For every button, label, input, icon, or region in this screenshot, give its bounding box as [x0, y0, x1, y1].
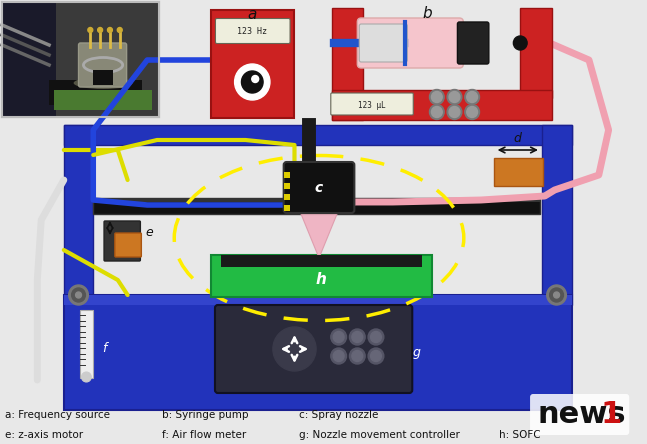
- Circle shape: [368, 329, 384, 345]
- Circle shape: [235, 64, 270, 100]
- Circle shape: [430, 90, 444, 104]
- Circle shape: [465, 104, 479, 119]
- Circle shape: [241, 71, 263, 93]
- Bar: [64, 295, 573, 410]
- Bar: [80, 310, 93, 378]
- Text: h: h: [316, 271, 327, 286]
- Bar: [211, 10, 294, 118]
- FancyBboxPatch shape: [331, 93, 413, 115]
- Bar: [283, 172, 290, 178]
- Text: h: SOFC: h: SOFC: [499, 430, 540, 440]
- Circle shape: [368, 348, 384, 364]
- Circle shape: [466, 91, 477, 103]
- Text: f: Air flow meter: f: Air flow meter: [162, 430, 247, 440]
- Circle shape: [82, 372, 91, 382]
- Text: news: news: [538, 400, 626, 429]
- Bar: [283, 194, 290, 200]
- Circle shape: [447, 104, 462, 119]
- Circle shape: [349, 348, 365, 364]
- Text: a: Frequency source: a: Frequency source: [5, 410, 110, 420]
- Polygon shape: [300, 210, 338, 258]
- Circle shape: [273, 327, 316, 371]
- Bar: [93, 70, 113, 85]
- Bar: [54, 90, 152, 110]
- Circle shape: [349, 329, 365, 345]
- Ellipse shape: [74, 77, 133, 89]
- Circle shape: [547, 285, 566, 305]
- Bar: [93, 198, 540, 202]
- FancyBboxPatch shape: [283, 162, 355, 213]
- Circle shape: [117, 28, 122, 32]
- FancyBboxPatch shape: [357, 18, 463, 68]
- Circle shape: [72, 288, 85, 302]
- Bar: [221, 255, 422, 267]
- Text: g: g: [412, 345, 420, 358]
- Bar: [494, 158, 543, 186]
- FancyBboxPatch shape: [104, 221, 140, 261]
- Bar: [332, 90, 552, 120]
- Bar: [283, 183, 290, 189]
- Text: 123 μL: 123 μL: [358, 100, 386, 110]
- Circle shape: [88, 28, 93, 32]
- Circle shape: [333, 332, 344, 342]
- Bar: [93, 198, 540, 214]
- Circle shape: [465, 90, 479, 104]
- Circle shape: [98, 28, 103, 32]
- Text: 1: 1: [601, 400, 622, 429]
- Text: b: Syringe pump: b: Syringe pump: [162, 410, 248, 420]
- Bar: [2, 2, 56, 117]
- Bar: [2, 2, 159, 117]
- Text: c: c: [315, 181, 323, 195]
- Circle shape: [430, 104, 444, 119]
- FancyBboxPatch shape: [215, 19, 290, 44]
- Bar: [64, 125, 573, 145]
- FancyBboxPatch shape: [115, 233, 141, 257]
- Circle shape: [449, 91, 460, 103]
- Circle shape: [447, 90, 462, 104]
- Text: b: b: [422, 6, 432, 21]
- Circle shape: [554, 292, 560, 298]
- Text: a: a: [248, 7, 257, 22]
- Circle shape: [550, 288, 564, 302]
- Circle shape: [449, 107, 460, 118]
- Circle shape: [352, 332, 363, 342]
- Circle shape: [331, 348, 347, 364]
- Circle shape: [352, 350, 363, 361]
- Circle shape: [432, 107, 442, 118]
- Circle shape: [371, 332, 381, 342]
- Bar: [520, 8, 552, 98]
- Bar: [2, 2, 159, 117]
- FancyBboxPatch shape: [457, 22, 489, 64]
- Text: d: d: [513, 132, 521, 145]
- Bar: [542, 125, 573, 305]
- Circle shape: [466, 107, 477, 118]
- Circle shape: [331, 329, 347, 345]
- Bar: [49, 80, 142, 105]
- FancyBboxPatch shape: [215, 305, 412, 393]
- FancyBboxPatch shape: [78, 43, 127, 87]
- Text: f: f: [102, 341, 107, 354]
- Text: e: e: [146, 226, 153, 238]
- Bar: [332, 8, 363, 120]
- Bar: [2, 2, 159, 117]
- Circle shape: [76, 292, 82, 298]
- Circle shape: [252, 75, 259, 83]
- Circle shape: [333, 350, 344, 361]
- Circle shape: [513, 36, 527, 50]
- Bar: [64, 295, 573, 305]
- Bar: [64, 125, 93, 305]
- Text: e: z-axis motor: e: z-axis motor: [5, 430, 83, 440]
- FancyBboxPatch shape: [359, 24, 408, 62]
- FancyBboxPatch shape: [211, 255, 432, 297]
- Text: g: Nozzle movement controller: g: Nozzle movement controller: [300, 430, 460, 440]
- Text: c: Spray nozzle: c: Spray nozzle: [300, 410, 378, 420]
- Bar: [283, 205, 290, 211]
- Circle shape: [107, 28, 113, 32]
- Circle shape: [69, 285, 89, 305]
- Circle shape: [432, 91, 442, 103]
- Text: 123 Hz: 123 Hz: [237, 28, 267, 36]
- FancyBboxPatch shape: [530, 394, 630, 435]
- Circle shape: [371, 350, 381, 361]
